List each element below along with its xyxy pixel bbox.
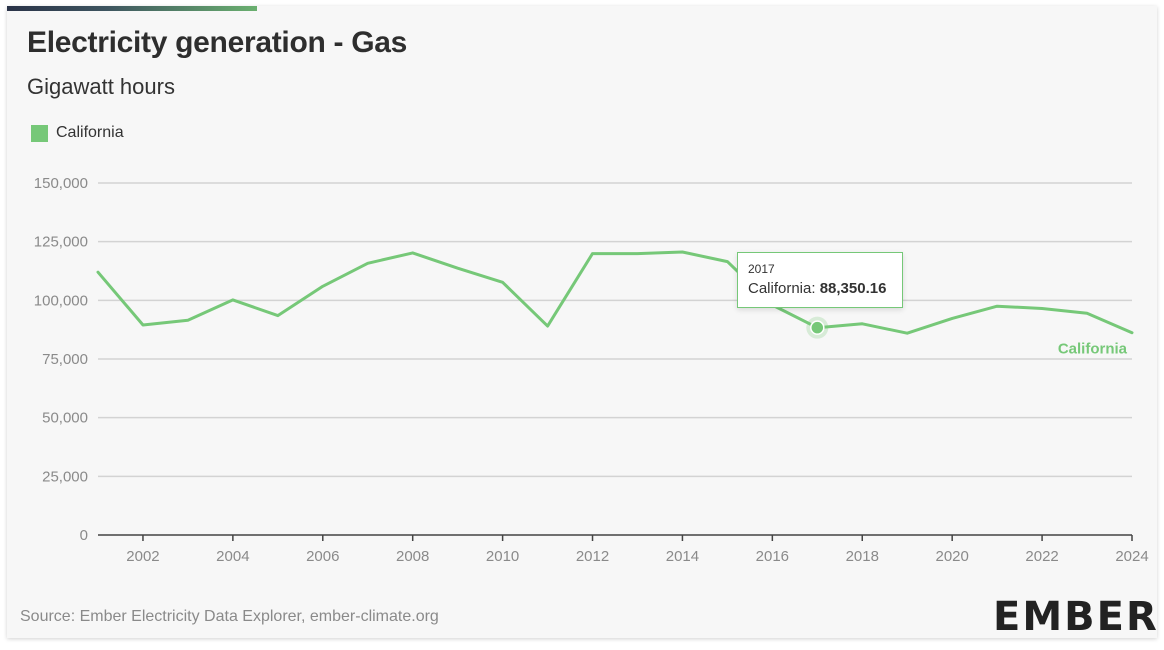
y-tick-label: 75,000 xyxy=(42,351,88,368)
y-tick-label: 25,000 xyxy=(42,468,88,485)
y-tick-label: 125,000 xyxy=(34,234,88,251)
chart-title: Electricity generation - Gas xyxy=(27,26,408,59)
tooltip-year: 2017 xyxy=(748,262,775,276)
y-tick-label: 150,000 xyxy=(34,175,88,192)
highlight-point xyxy=(810,320,825,335)
x-tick-label: 2024 xyxy=(1115,548,1148,565)
x-tick-label: 2006 xyxy=(306,548,339,565)
chart-subtitle: Gigawatt hours xyxy=(27,74,175,99)
legend-label: California xyxy=(56,124,124,141)
x-tick-label: 2016 xyxy=(756,548,789,565)
x-tick-label: 2022 xyxy=(1025,548,1058,565)
tooltip-line: California: 88,350.16 xyxy=(748,280,892,297)
series-line-california xyxy=(96,250,1134,335)
y-tick-label: 0 xyxy=(80,527,88,544)
x-tick-label: 2014 xyxy=(666,548,699,565)
tooltip-value: 88,350.16 xyxy=(819,280,887,297)
x-tick-label: 2010 xyxy=(486,548,519,565)
x-tick-label: 2008 xyxy=(396,548,429,565)
y-tick-label: 50,000 xyxy=(42,410,88,427)
line-chart: 0 25,000 50,000 75,000 100,000 125,000 150,000… xyxy=(34,175,1149,565)
series-end-label: California xyxy=(1058,341,1128,358)
source-text: Source: Ember Electricity Data Explorer,… xyxy=(20,608,439,625)
legend[interactable]: California xyxy=(31,124,124,142)
y-tick-label: 100,000 xyxy=(34,292,88,309)
x-tick-label: 2002 xyxy=(126,548,159,565)
x-tick-label: 2020 xyxy=(935,548,968,565)
tooltip-series-label: California: xyxy=(748,280,816,297)
tooltip: 2017 California: 88,350.16 xyxy=(737,252,903,308)
ember-logo: EMBER xyxy=(993,594,1157,638)
x-tick-label: 2018 xyxy=(846,548,879,565)
x-tick-label: 2004 xyxy=(216,548,249,565)
accent-bar xyxy=(7,6,257,11)
chart-card: Electricity generation - Gas Gigawatt ho… xyxy=(7,6,1157,638)
x-tick-label: 2012 xyxy=(576,548,609,565)
legend-swatch xyxy=(31,124,48,142)
